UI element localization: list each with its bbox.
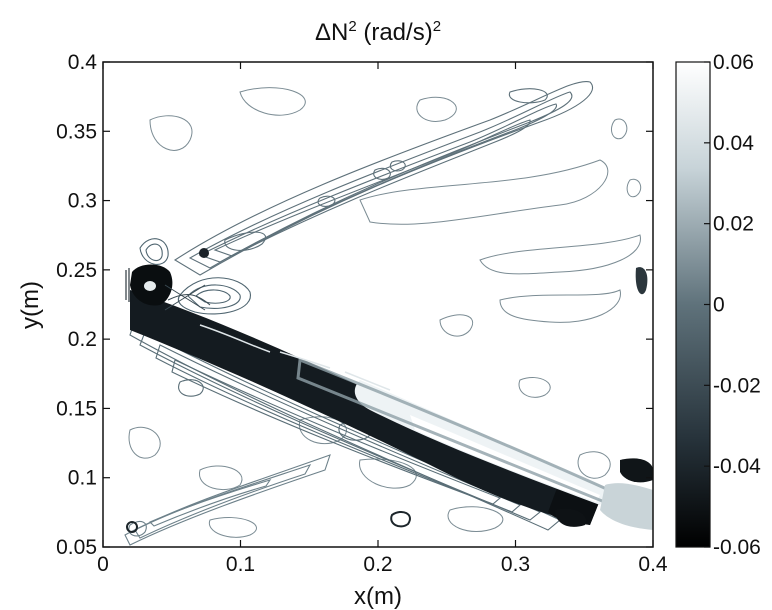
lower-ray bbox=[124, 454, 331, 546]
right-edge-features bbox=[126, 267, 653, 533]
y-tick-label: 0.25 bbox=[56, 259, 97, 282]
y-tick-label: 0.15 bbox=[56, 397, 97, 420]
y-tick-label: 0.1 bbox=[68, 467, 97, 490]
plot-area bbox=[103, 62, 653, 547]
dark-band-highlights bbox=[199, 324, 391, 391]
y-tick-label: 0.05 bbox=[56, 536, 97, 559]
y-axis-label: y(m) bbox=[17, 281, 44, 329]
colorbar-tick-label: 0.02 bbox=[713, 213, 754, 236]
x-tick-label: 0.1 bbox=[226, 553, 255, 576]
source-core-spot bbox=[144, 281, 156, 291]
left-edge-contour bbox=[125, 268, 130, 302]
contour-field bbox=[124, 80, 653, 546]
x-tick-label: 0 bbox=[97, 553, 109, 576]
source-cross bbox=[164, 284, 211, 311]
colorbar-tick-label: -0.06 bbox=[713, 536, 761, 559]
x-tick-label: 0.4 bbox=[638, 553, 668, 576]
ray-spot bbox=[199, 248, 209, 258]
colorbar-tick-label: -0.04 bbox=[713, 455, 761, 478]
upper-ray bbox=[173, 80, 594, 276]
dark-band bbox=[130, 290, 600, 525]
y-tick-label: 0.4 bbox=[68, 51, 98, 74]
chart-title: ΔN2 (rad/s)2 bbox=[315, 18, 441, 46]
y-tick-label: 0.35 bbox=[56, 120, 97, 143]
x-tick-label: 0.2 bbox=[363, 553, 392, 576]
y-axis-ticks: 0.05 0.1 0.15 0.2 0.25 0.3 0.35 0.4 bbox=[56, 51, 653, 559]
colorbar-ticks: 0.06 0.04 0.02 0 -0.02 -0.04 -0.06 bbox=[704, 51, 761, 559]
x-axis-label: x(m) bbox=[354, 583, 402, 610]
colorbar-tick-label: 0.04 bbox=[713, 132, 754, 155]
source-light-blob bbox=[139, 238, 251, 315]
colorbar-tick-label: -0.02 bbox=[713, 374, 761, 397]
y-tick-label: 0.2 bbox=[68, 328, 97, 351]
y-tick-label: 0.3 bbox=[68, 190, 97, 213]
x-tick-label: 0.3 bbox=[501, 553, 530, 576]
x-axis-ticks: 0 0.1 0.2 0.3 0.4 bbox=[97, 62, 668, 576]
colorbar-tick-label: 0.06 bbox=[713, 51, 754, 74]
colorbar-tick-label: 0 bbox=[713, 294, 725, 317]
